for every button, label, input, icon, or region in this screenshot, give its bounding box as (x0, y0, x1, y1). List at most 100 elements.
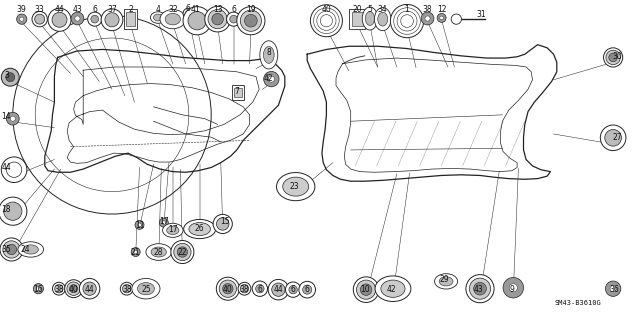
Ellipse shape (123, 285, 131, 293)
Text: 43: 43 (72, 5, 83, 14)
Ellipse shape (223, 284, 233, 294)
Text: 38: 38 (54, 285, 64, 294)
Text: 30: 30 (612, 52, 623, 61)
Text: 6: 6 (186, 4, 191, 13)
Ellipse shape (52, 12, 67, 27)
Ellipse shape (6, 112, 19, 125)
Ellipse shape (174, 243, 191, 261)
Ellipse shape (310, 5, 342, 37)
Ellipse shape (600, 125, 626, 151)
Ellipse shape (165, 13, 180, 25)
Text: 39: 39 (17, 5, 27, 14)
Ellipse shape (120, 282, 133, 295)
Text: 13: 13 (212, 5, 223, 14)
Ellipse shape (365, 11, 374, 26)
Text: 10: 10 (360, 285, 370, 294)
Ellipse shape (509, 284, 517, 292)
Ellipse shape (378, 12, 388, 26)
Ellipse shape (101, 9, 123, 31)
Ellipse shape (71, 12, 84, 25)
Text: 32: 32 (168, 5, 178, 14)
Ellipse shape (227, 12, 241, 26)
Ellipse shape (605, 130, 621, 146)
Ellipse shape (283, 177, 308, 196)
Text: 25: 25 (141, 285, 151, 294)
Text: 17: 17 (168, 226, 178, 234)
Ellipse shape (362, 7, 378, 30)
Text: 9: 9 (509, 285, 515, 294)
Ellipse shape (35, 14, 45, 24)
Ellipse shape (381, 280, 405, 297)
Ellipse shape (23, 245, 38, 254)
Ellipse shape (32, 11, 47, 27)
Ellipse shape (150, 12, 166, 23)
Ellipse shape (1, 68, 19, 86)
Ellipse shape (252, 281, 268, 296)
Ellipse shape (6, 73, 15, 82)
Ellipse shape (230, 15, 237, 23)
Text: 24: 24 (20, 245, 31, 254)
Ellipse shape (183, 8, 193, 19)
Text: 17: 17 (159, 218, 169, 226)
Ellipse shape (604, 48, 623, 67)
Ellipse shape (268, 279, 289, 300)
Ellipse shape (160, 10, 186, 29)
Ellipse shape (154, 14, 163, 21)
Ellipse shape (48, 8, 71, 31)
Ellipse shape (474, 282, 486, 295)
Ellipse shape (0, 238, 23, 261)
Ellipse shape (205, 6, 230, 32)
Text: 42: 42 (264, 74, 274, 83)
Ellipse shape (70, 285, 77, 293)
Ellipse shape (212, 13, 223, 25)
Ellipse shape (503, 278, 524, 298)
Text: 36: 36 (609, 285, 620, 294)
Ellipse shape (268, 76, 275, 82)
Ellipse shape (65, 280, 83, 298)
Ellipse shape (244, 14, 257, 27)
Text: SM43-B3610G: SM43-B3610G (555, 300, 602, 306)
Text: 6: 6 (92, 5, 97, 14)
Bar (351, 12, 363, 26)
Text: 40: 40 (223, 285, 233, 294)
Ellipse shape (55, 285, 63, 293)
Ellipse shape (162, 221, 166, 225)
Text: 23: 23 (289, 182, 300, 191)
Ellipse shape (276, 173, 315, 201)
Ellipse shape (171, 241, 194, 263)
Text: 44: 44 (84, 285, 95, 294)
Ellipse shape (241, 285, 249, 293)
Ellipse shape (374, 8, 391, 31)
Ellipse shape (183, 7, 211, 35)
Ellipse shape (264, 71, 279, 87)
Ellipse shape (421, 12, 434, 25)
Ellipse shape (375, 276, 411, 301)
Text: 37: 37 (107, 5, 117, 14)
Ellipse shape (163, 223, 183, 237)
Ellipse shape (264, 47, 274, 63)
Bar (234, 88, 242, 97)
Ellipse shape (134, 250, 138, 254)
Ellipse shape (609, 53, 618, 62)
Ellipse shape (356, 280, 376, 299)
Ellipse shape (451, 14, 461, 24)
Text: 21: 21 (131, 248, 140, 257)
Ellipse shape (135, 220, 144, 229)
Ellipse shape (17, 14, 27, 24)
Ellipse shape (216, 277, 239, 300)
Ellipse shape (610, 286, 616, 292)
Ellipse shape (131, 248, 140, 256)
Ellipse shape (189, 223, 211, 235)
Ellipse shape (138, 283, 154, 295)
Text: 41: 41 (190, 5, 200, 14)
Ellipse shape (105, 13, 119, 27)
Text: 29: 29 (440, 275, 450, 284)
Text: 6: 6 (257, 285, 262, 294)
Ellipse shape (439, 277, 453, 286)
Ellipse shape (353, 277, 379, 302)
Ellipse shape (605, 281, 621, 296)
Text: 3: 3 (4, 71, 9, 80)
Ellipse shape (151, 247, 166, 257)
Ellipse shape (299, 281, 316, 298)
Ellipse shape (132, 278, 160, 299)
